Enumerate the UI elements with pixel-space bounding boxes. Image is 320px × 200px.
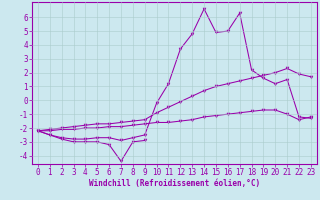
X-axis label: Windchill (Refroidissement éolien,°C): Windchill (Refroidissement éolien,°C) (89, 179, 260, 188)
